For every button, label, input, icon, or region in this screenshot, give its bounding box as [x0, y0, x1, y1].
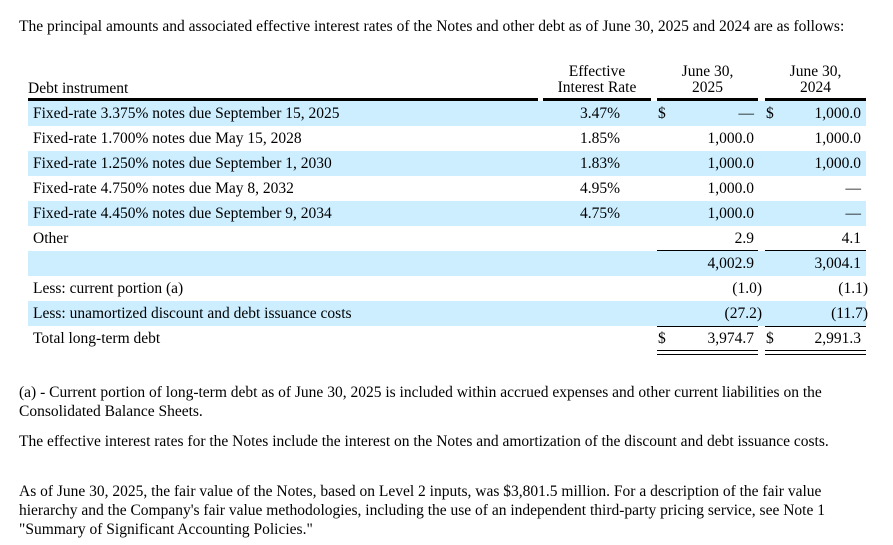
value-2024: —	[845, 180, 862, 197]
header-rule	[28, 98, 538, 101]
intro-text: The principal amounts and associated eff…	[19, 18, 845, 35]
header-rate-line2: Interest Rate	[557, 79, 637, 96]
value-2024: 2,991.3	[814, 330, 862, 347]
header-2024-line2: 2024	[800, 79, 831, 96]
table-row: Other 2.9 4.1	[28, 226, 866, 251]
header-rule	[543, 98, 651, 101]
table-row: Fixed-rate 1.700% notes due May 15, 2028…	[28, 126, 866, 151]
header-2025-line1: June 30,	[681, 63, 734, 80]
footnote: (a) - Current portion of long-term debt …	[19, 384, 822, 420]
header-rule	[657, 98, 758, 101]
header-debt-instrument: Debt instrument	[28, 80, 129, 97]
value-2024: 1,000.0	[814, 155, 862, 172]
row-label: Less: current portion (a)	[33, 280, 184, 297]
effective-rate: 1.85%	[579, 130, 620, 147]
currency-2025: $	[658, 330, 666, 347]
total-rule	[657, 326, 758, 327]
value-2025: 3,974.7	[707, 330, 755, 347]
value-2025: 1,000.0	[707, 130, 755, 147]
header-rule	[765, 98, 866, 101]
value-2024: (11.7)	[831, 305, 868, 322]
effective-rate: 4.95%	[579, 180, 620, 197]
value-2025: 2.9	[734, 230, 754, 247]
subtotal-rule	[657, 250, 758, 251]
table-row: Less: unamortized discount and debt issu…	[28, 301, 868, 326]
header-rate-line1: Effective	[568, 63, 626, 80]
value-2025: 1,000.0	[707, 205, 755, 222]
currency-2024: $	[766, 105, 774, 122]
currency-2025: $	[658, 105, 666, 122]
row-label: Fixed-rate 1.250% notes due September 1,…	[33, 155, 332, 172]
value-2025: 1,000.0	[707, 155, 755, 172]
row-label: Other	[33, 230, 69, 247]
row-label: Fixed-rate 4.450% notes due September 9,…	[33, 205, 332, 222]
value-2024: (1.1)	[838, 280, 868, 297]
table-row: Less: current portion (a) (1.0) (1.1)	[28, 276, 868, 301]
table-row: Total long-term debt $3,974.7 $2,991.3	[28, 326, 866, 351]
value-2025: —	[738, 105, 755, 122]
value-2025: 4,002.9	[707, 255, 755, 272]
row-label: Fixed-rate 1.700% notes due May 15, 2028	[33, 130, 302, 147]
currency-2024: $	[766, 330, 774, 347]
value-2024: —	[845, 205, 862, 222]
effective-rate: 4.75%	[579, 205, 620, 222]
row-label: Fixed-rate 4.750% notes due May 8, 2032	[33, 180, 294, 197]
header-2025: June 30, 2025	[657, 64, 758, 96]
header-2025-line2: 2025	[692, 79, 723, 96]
effective-rate: 3.47%	[579, 105, 620, 122]
value-2025: (27.2)	[724, 305, 762, 322]
value-2025: (1.0)	[732, 280, 762, 297]
double-underline	[765, 350, 866, 355]
table-row: Fixed-rate 4.750% notes due May 8, 2032 4…	[28, 176, 866, 201]
value-2024: 3,004.1	[814, 255, 862, 272]
table-row: 4,002.9 3,004.1	[28, 251, 866, 276]
header-2024: June 30, 2024	[765, 64, 866, 96]
row-label: Less: unamortized discount and debt issu…	[33, 305, 352, 322]
row-label: Total long-term debt	[33, 330, 161, 347]
double-underline	[657, 350, 758, 355]
value-2024: 1,000.0	[814, 130, 862, 147]
effective-rate: 1.83%	[579, 155, 620, 172]
effective-rate-note: The effective interest rates for the Not…	[19, 433, 829, 450]
value-2024: 1,000.0	[814, 105, 862, 122]
value-2025: 1,000.0	[707, 180, 755, 197]
value-2024: 4.1	[841, 230, 861, 247]
total-rule	[765, 326, 866, 327]
row-label: Fixed-rate 3.375% notes due September 15…	[33, 105, 340, 122]
table-row: Fixed-rate 3.375% notes due September 15…	[28, 101, 866, 126]
table-row: Fixed-rate 1.250% notes due September 1,…	[28, 151, 866, 176]
header-effective-rate: Effective Interest Rate	[543, 64, 651, 96]
header-2024-line1: June 30,	[789, 63, 842, 80]
table-row: Fixed-rate 4.450% notes due September 9,…	[28, 201, 866, 226]
subtotal-rule	[765, 250, 866, 251]
fair-value-note: As of June 30, 2025, the fair value of t…	[19, 483, 825, 538]
